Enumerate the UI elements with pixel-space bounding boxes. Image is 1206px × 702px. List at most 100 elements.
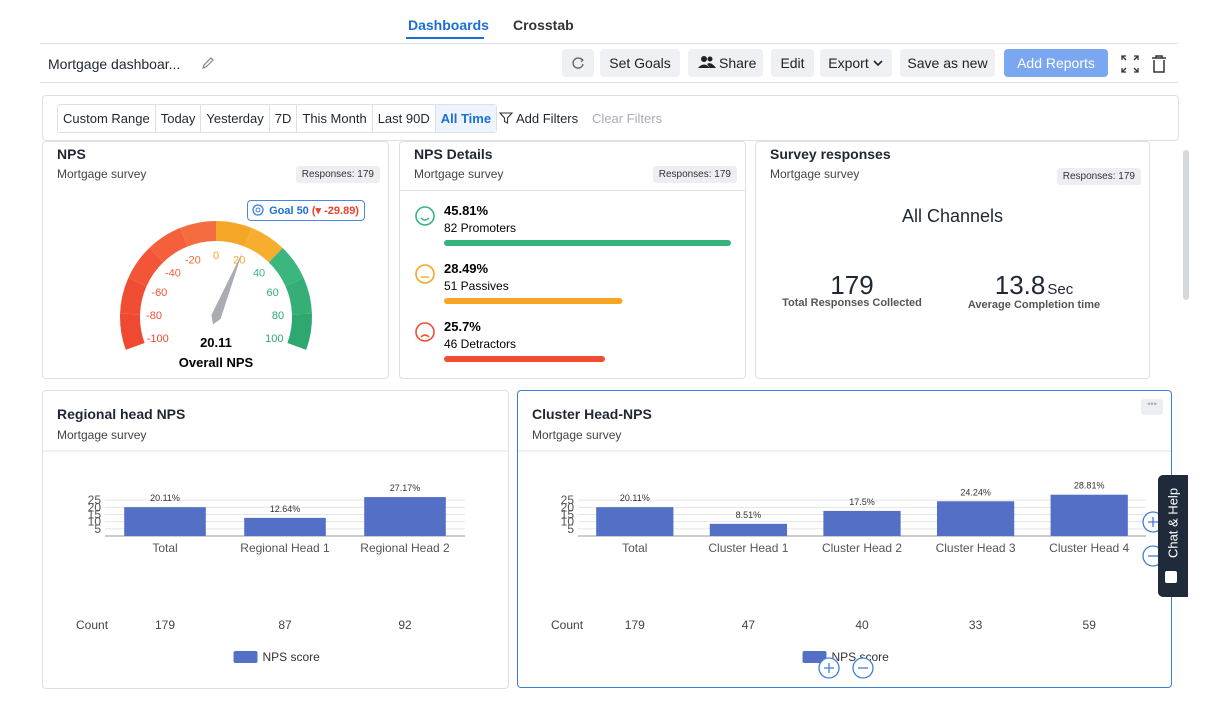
bar bbox=[596, 507, 674, 536]
edit-icon[interactable] bbox=[200, 55, 216, 71]
goal: Goal 50 bbox=[269, 205, 309, 217]
gauge-label: Overall NPS bbox=[179, 355, 254, 370]
count: 59 bbox=[1083, 618, 1097, 632]
x-tick-label: Cluster Head 2 bbox=[822, 541, 902, 555]
card-subtitle: Mortgage survey bbox=[414, 167, 504, 181]
y-tick-label: 5 bbox=[94, 522, 101, 536]
gauge-band bbox=[216, 221, 252, 247]
badge: Responses: 179 bbox=[1056, 168, 1141, 185]
button[interactable]: Save as new bbox=[900, 49, 995, 77]
detail-percent: 28.49% bbox=[444, 261, 489, 276]
filter-bar bbox=[42, 95, 1179, 141]
stat-value: 13.8 bbox=[994, 270, 1046, 300]
button[interactable]: Add Reports bbox=[1004, 49, 1108, 77]
range-option[interactable]: Today bbox=[156, 105, 202, 132]
sentiment-face bbox=[420, 334, 430, 338]
card-subtitle: Mortgage survey bbox=[57, 167, 147, 181]
gauge-tick-label: 100 bbox=[265, 333, 283, 345]
detail-percent: 25.7% bbox=[444, 319, 481, 334]
range-option[interactable]: 7D bbox=[270, 105, 298, 132]
x-tick-label: Cluster Head 4 bbox=[1049, 541, 1129, 555]
nps-card: NPS Mortgage survey Responses: 179 Goal … bbox=[42, 141, 389, 379]
dashboard-title: Mortgage dashboar... bbox=[48, 56, 181, 72]
y-tick-label: 15 bbox=[561, 508, 575, 522]
zoom-controls[interactable] bbox=[815, 655, 881, 683]
tab[interactable]: Dashboards bbox=[408, 17, 489, 33]
card-subtitle: Mortgage survey bbox=[770, 167, 860, 181]
gauge-tick-label: -40 bbox=[165, 267, 181, 279]
add-filters[interactable]: Add Filters bbox=[516, 111, 579, 126]
bar-label: 8.51% bbox=[736, 510, 762, 520]
stat-unit: Sec bbox=[1047, 281, 1074, 298]
gauge-tick-label: 40 bbox=[253, 267, 265, 279]
gauge-band bbox=[120, 277, 147, 315]
scrollbar[interactable] bbox=[1183, 150, 1189, 300]
gauge-band bbox=[120, 313, 145, 350]
bar bbox=[1050, 494, 1128, 536]
card-title: Cluster Head-NPS bbox=[532, 406, 652, 422]
card-title: NPS Details bbox=[414, 146, 493, 162]
count: 179 bbox=[625, 618, 645, 632]
y-tick-label: 10 bbox=[561, 515, 575, 529]
gauge-band bbox=[244, 227, 283, 263]
divider bbox=[40, 43, 1178, 44]
stat-value: 179 bbox=[830, 270, 874, 300]
card-subtitle: Mortgage survey bbox=[532, 428, 622, 442]
chat-tab[interactable]: Chat & Help bbox=[1158, 475, 1188, 597]
divider bbox=[400, 190, 745, 191]
count: 47 bbox=[742, 618, 756, 632]
regional-card: Regional head NPS Mortgage survey 5 10 15 2… bbox=[42, 390, 509, 689]
chat-icon[interactable] bbox=[1165, 571, 1177, 583]
sentiment-face bbox=[420, 217, 430, 221]
cluster-card: Cluster Head-NPS Mortgage survey ••• 5 10… bbox=[517, 390, 1172, 688]
details-chart: 45.81% 82 Promoters 28.49% 51 Passives 25.7%… bbox=[415, 203, 731, 362]
gauge-value: 20.11 bbox=[200, 335, 232, 350]
gauge-tick-label: -100 bbox=[147, 333, 169, 345]
x-tick-label: Total bbox=[622, 541, 647, 555]
clear-filters[interactable]: Clear Filters bbox=[592, 111, 663, 126]
bar bbox=[709, 523, 788, 536]
bar-label: 27.17% bbox=[390, 483, 421, 493]
chat-label[interactable]: Chat & Help bbox=[1165, 487, 1181, 559]
bar bbox=[244, 517, 326, 536]
badge: Responses: 179 bbox=[295, 166, 380, 183]
gauge-tick-label: -60 bbox=[151, 287, 167, 299]
button[interactable]: Set Goals bbox=[600, 49, 680, 77]
menu-button[interactable]: ••• bbox=[1141, 399, 1163, 415]
gauge-band bbox=[268, 247, 304, 287]
button-label[interactable]: Export bbox=[828, 55, 869, 71]
y-tick-label: 25 bbox=[88, 493, 102, 507]
button-label[interactable]: Share bbox=[719, 55, 757, 71]
export-button[interactable]: Export bbox=[820, 49, 892, 77]
range-option[interactable]: Yesterday bbox=[201, 105, 270, 132]
legend-label: NPS score bbox=[263, 650, 321, 664]
gauge-tick-label: -20 bbox=[185, 255, 201, 267]
tab[interactable]: Crosstab bbox=[513, 17, 574, 33]
bar bbox=[936, 501, 1015, 536]
bar bbox=[823, 510, 901, 536]
detail-label: 82 Promoters bbox=[444, 221, 516, 235]
sentiment-icon bbox=[415, 206, 435, 226]
count-label: Count bbox=[76, 618, 109, 632]
range-option[interactable]: Custom Range bbox=[58, 105, 156, 132]
count: 33 bbox=[969, 618, 983, 632]
button[interactable]: Edit bbox=[771, 49, 814, 77]
filter-icon bbox=[499, 112, 513, 124]
gauge-tick-label: 80 bbox=[272, 310, 284, 322]
x-tick-label: Cluster Head 3 bbox=[936, 541, 1016, 555]
share-button[interactable]: Share bbox=[688, 49, 763, 77]
gauge-band bbox=[285, 277, 312, 315]
stat: 13.8 Sec bbox=[954, 270, 1114, 301]
toolbar-icons[interactable] bbox=[1120, 54, 1168, 74]
refresh-button[interactable] bbox=[562, 49, 594, 77]
card-title: Regional head NPS bbox=[57, 406, 186, 422]
range-option[interactable]: Last 90D bbox=[373, 105, 436, 132]
range-option[interactable]: This Month bbox=[297, 105, 373, 132]
range-option[interactable]: All Time bbox=[435, 105, 497, 132]
tab-underline bbox=[406, 37, 484, 39]
count: 92 bbox=[398, 618, 412, 632]
detail-bar bbox=[444, 240, 731, 246]
gauge-band bbox=[149, 227, 188, 263]
